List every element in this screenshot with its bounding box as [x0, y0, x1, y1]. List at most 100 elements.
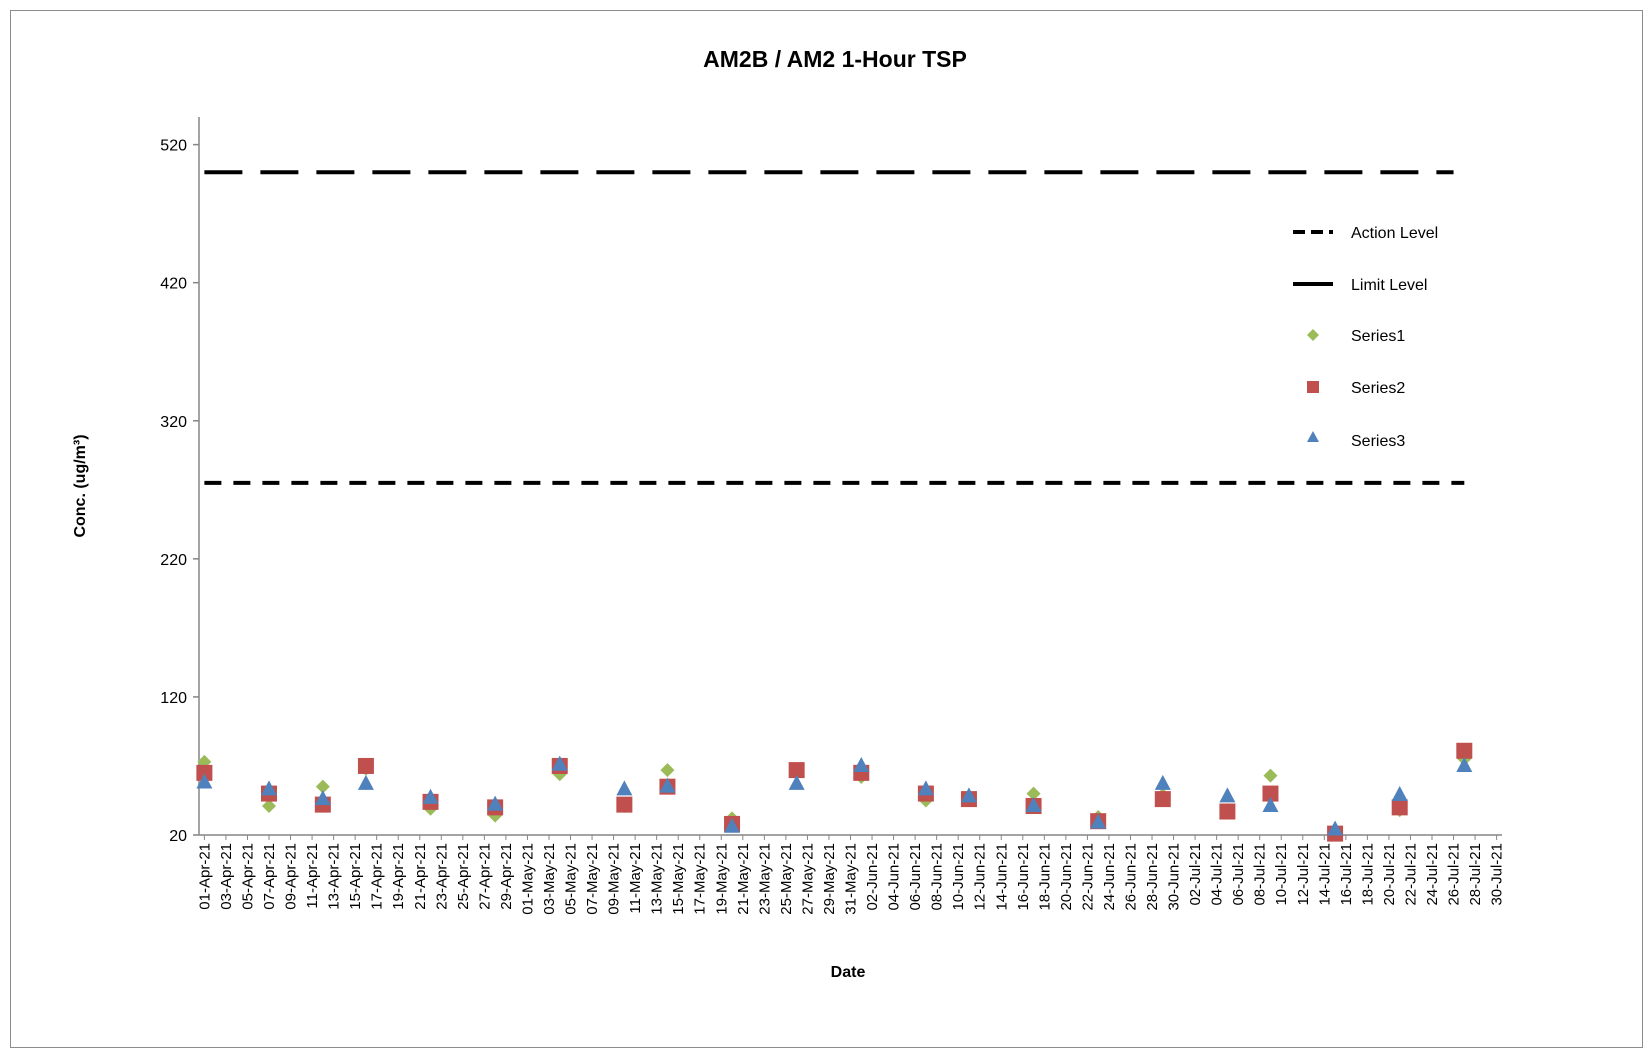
y-tick-label: 220 — [160, 552, 187, 569]
series1-point — [1263, 768, 1278, 783]
series2-point — [616, 796, 633, 813]
x-tick-label: 13-Apr-21 — [326, 843, 343, 910]
series3-point — [1456, 756, 1473, 772]
series3-point — [1327, 820, 1344, 836]
series3-point — [1219, 787, 1236, 803]
x-tick-label: 02-Jul-21 — [1187, 843, 1204, 906]
x-tick-label: 01-Apr-21 — [196, 843, 213, 910]
x-tick-label: 06-Jul-21 — [1230, 843, 1247, 906]
series3-point — [917, 780, 934, 796]
x-tick-label: 29-Apr-21 — [498, 843, 515, 910]
series3-point — [788, 774, 805, 790]
x-tick-label: 04-Jul-21 — [1209, 843, 1226, 906]
plot-area: 20 120 220 320 420 520 01-Apr-21 03-Apr-21 05-Ap… — [160, 117, 1506, 915]
series2-point — [357, 757, 374, 774]
x-tick-label: 11-May-21 — [627, 843, 644, 914]
legend-series1-marker — [1307, 329, 1319, 341]
x-tick-label: 27-May-21 — [799, 843, 816, 915]
x-tick-label: 07-May-21 — [584, 843, 601, 915]
x-tick-label: 17-Apr-21 — [369, 843, 386, 910]
series3-point — [196, 773, 213, 789]
x-tick-label: 24-Jul-21 — [1424, 843, 1441, 906]
series3-point — [724, 817, 741, 833]
x-tick-label: 30-Jul-21 — [1489, 843, 1506, 906]
x-tick-label: 03-Apr-21 — [218, 843, 235, 910]
y-tick-label: 120 — [160, 690, 187, 707]
series3-point — [1391, 785, 1408, 801]
x-tick-label: 28-Jun-21 — [1144, 843, 1161, 911]
x-tick-label: 09-Apr-21 — [283, 843, 300, 910]
series2-point — [1219, 803, 1236, 820]
series3-point — [422, 788, 439, 804]
series3-point — [1154, 774, 1171, 790]
series2-point — [788, 762, 805, 779]
x-tick-label: 28-Jul-21 — [1467, 843, 1484, 906]
x-tick-label: 22-Jul-21 — [1402, 843, 1419, 906]
x-tick-label: 04-Jun-21 — [886, 843, 903, 911]
x-tick-label: 19-Apr-21 — [390, 843, 407, 910]
series3-point — [853, 756, 870, 772]
x-tick-label: 27-Apr-21 — [476, 843, 493, 910]
x-tick-label: 31-May-21 — [843, 843, 860, 915]
x-tick-label: 13-May-21 — [649, 843, 666, 915]
x-tick-label: 16-Jun-21 — [1015, 843, 1032, 911]
chart-svg: AM2B / AM2 1-Hour TSP 20 120 220 320 420 520 0… — [72, 46, 1506, 981]
x-tick-label: 08-Jun-21 — [929, 843, 946, 911]
y-tick-label: 320 — [160, 414, 187, 431]
x-tick-label: 08-Jul-21 — [1252, 843, 1269, 906]
x-tick-label: 25-May-21 — [778, 843, 795, 915]
series3-point — [314, 790, 331, 806]
x-tick-label: 12-Jun-21 — [972, 843, 989, 911]
x-tick-label: 16-Jul-21 — [1338, 843, 1355, 906]
series1-point — [315, 779, 330, 794]
x-tick-label: 18-Jul-21 — [1359, 843, 1376, 906]
x-tick-label: 19-May-21 — [713, 843, 730, 915]
x-tick-label: 30-Jun-21 — [1166, 843, 1183, 911]
series1-point — [261, 799, 276, 814]
x-axis-title: Date — [831, 964, 866, 981]
x-tick-label: 23-May-21 — [756, 843, 773, 915]
series3-point — [487, 795, 504, 811]
x-tick-label: 14-Jul-21 — [1316, 843, 1333, 906]
series3-point — [616, 780, 633, 796]
x-tick-label: 10-Jul-21 — [1273, 843, 1290, 906]
chart-title: AM2B / AM2 1-Hour TSP — [703, 46, 967, 72]
x-tick-label: 20-Jun-21 — [1058, 843, 1075, 911]
x-tick-label: 20-Jul-21 — [1381, 843, 1398, 906]
x-tick-label: 05-May-21 — [563, 843, 580, 915]
series2-point — [1154, 791, 1171, 808]
x-tick-label: 26-Jun-21 — [1122, 843, 1139, 911]
x-tick-label: 06-Jun-21 — [907, 843, 924, 911]
x-tick-label: 24-Jun-21 — [1101, 843, 1118, 911]
legend: Action Level Limit Level Series1 Series2… — [1293, 225, 1438, 450]
legend-series2-marker — [1307, 381, 1319, 393]
series3-point — [1090, 813, 1107, 829]
series3-point — [1262, 797, 1279, 813]
series3-point — [357, 774, 374, 790]
x-tick-label: 07-Apr-21 — [261, 843, 278, 910]
series3-point — [659, 777, 676, 793]
series1-point — [1026, 786, 1041, 801]
y-tick-label: 520 — [160, 138, 187, 155]
series2-point — [1456, 742, 1473, 759]
x-tick-label: 25-Apr-21 — [455, 843, 472, 910]
x-tick-label: 26-Jul-21 — [1446, 843, 1463, 906]
legend-action-level-label: Action Level — [1351, 225, 1438, 242]
x-tick-label: 15-May-21 — [670, 843, 687, 915]
x-tick-label: 14-Jun-21 — [993, 843, 1010, 911]
x-tick-label: 29-May-21 — [821, 843, 838, 915]
legend-series1-label: Series1 — [1351, 328, 1405, 345]
x-tick-label: 21-May-21 — [735, 843, 752, 915]
legend-series2-label: Series2 — [1351, 380, 1405, 397]
y-tick-label: 420 — [160, 276, 187, 293]
legend-series3-label: Series3 — [1351, 433, 1405, 450]
x-tick-label: 18-Jun-21 — [1036, 843, 1053, 911]
y-axis-title: Conc. (ug/m³) — [72, 434, 89, 537]
x-tick-label: 03-May-21 — [541, 843, 558, 915]
x-tick-label: 17-May-21 — [692, 843, 709, 915]
x-tick-label: 02-Jun-21 — [864, 843, 881, 911]
legend-limit-level-label: Limit Level — [1351, 277, 1427, 294]
legend-series3-marker — [1307, 431, 1319, 442]
series3-point — [260, 780, 277, 796]
chart-frame: AM2B / AM2 1-Hour TSP 20 120 220 320 420 520 0… — [10, 10, 1643, 1048]
